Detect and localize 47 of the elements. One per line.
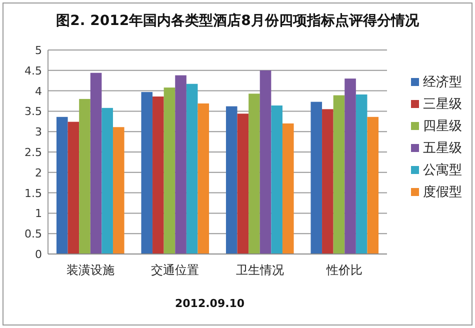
bar	[164, 88, 176, 254]
bar	[237, 114, 249, 254]
y-tick-label: 2.5	[24, 146, 42, 159]
y-tick-label: 3.5	[24, 105, 42, 118]
bar	[322, 109, 334, 254]
bar	[333, 95, 345, 254]
bar	[186, 84, 198, 254]
y-tick-label: 2	[35, 166, 42, 180]
x-tick-label: 交通位置	[151, 263, 200, 277]
x-tick-label: 性价比	[326, 263, 363, 277]
bar	[367, 116, 379, 254]
bar	[141, 92, 153, 254]
bar	[56, 116, 68, 254]
bar	[68, 122, 80, 254]
legend-label: 公寓型	[423, 162, 462, 178]
bar	[344, 78, 356, 254]
bar	[102, 108, 113, 254]
y-tick-label: 4	[35, 84, 42, 98]
y-tick-label: 1.5	[24, 186, 42, 200]
bar	[310, 102, 322, 254]
bar	[79, 98, 90, 254]
legend-label: 度假型	[423, 184, 462, 200]
text: 2012.09.10	[175, 297, 245, 310]
y-tick-label: 1	[35, 207, 42, 220]
legend-label: 五星级	[423, 141, 462, 156]
bar	[282, 123, 294, 254]
bar	[175, 75, 186, 254]
y-tick-label: 0.5	[24, 228, 42, 241]
legend-label: 三星级	[423, 97, 462, 112]
legend-label: 四星级	[423, 119, 462, 134]
bar	[248, 94, 260, 254]
y-tick-label: 0	[35, 248, 42, 261]
y-tick-label: 4.5	[24, 64, 42, 78]
x-tick-label: 卫生情况	[236, 263, 284, 277]
bar	[271, 105, 282, 254]
bar	[90, 72, 102, 254]
legend-label: 经济型	[423, 75, 462, 90]
bar	[226, 106, 238, 254]
x-tick-label: 装潢设施	[66, 263, 114, 277]
bar	[198, 103, 210, 254]
bar	[260, 70, 272, 254]
bar	[112, 127, 124, 254]
chart-title: 图2. 2012年国内各类型酒店8月份四项指标点评得分情况	[56, 12, 420, 29]
bar	[152, 96, 164, 254]
y-tick-label: 5	[35, 44, 42, 57]
y-tick-label: 3	[35, 126, 42, 139]
bar	[356, 94, 368, 254]
